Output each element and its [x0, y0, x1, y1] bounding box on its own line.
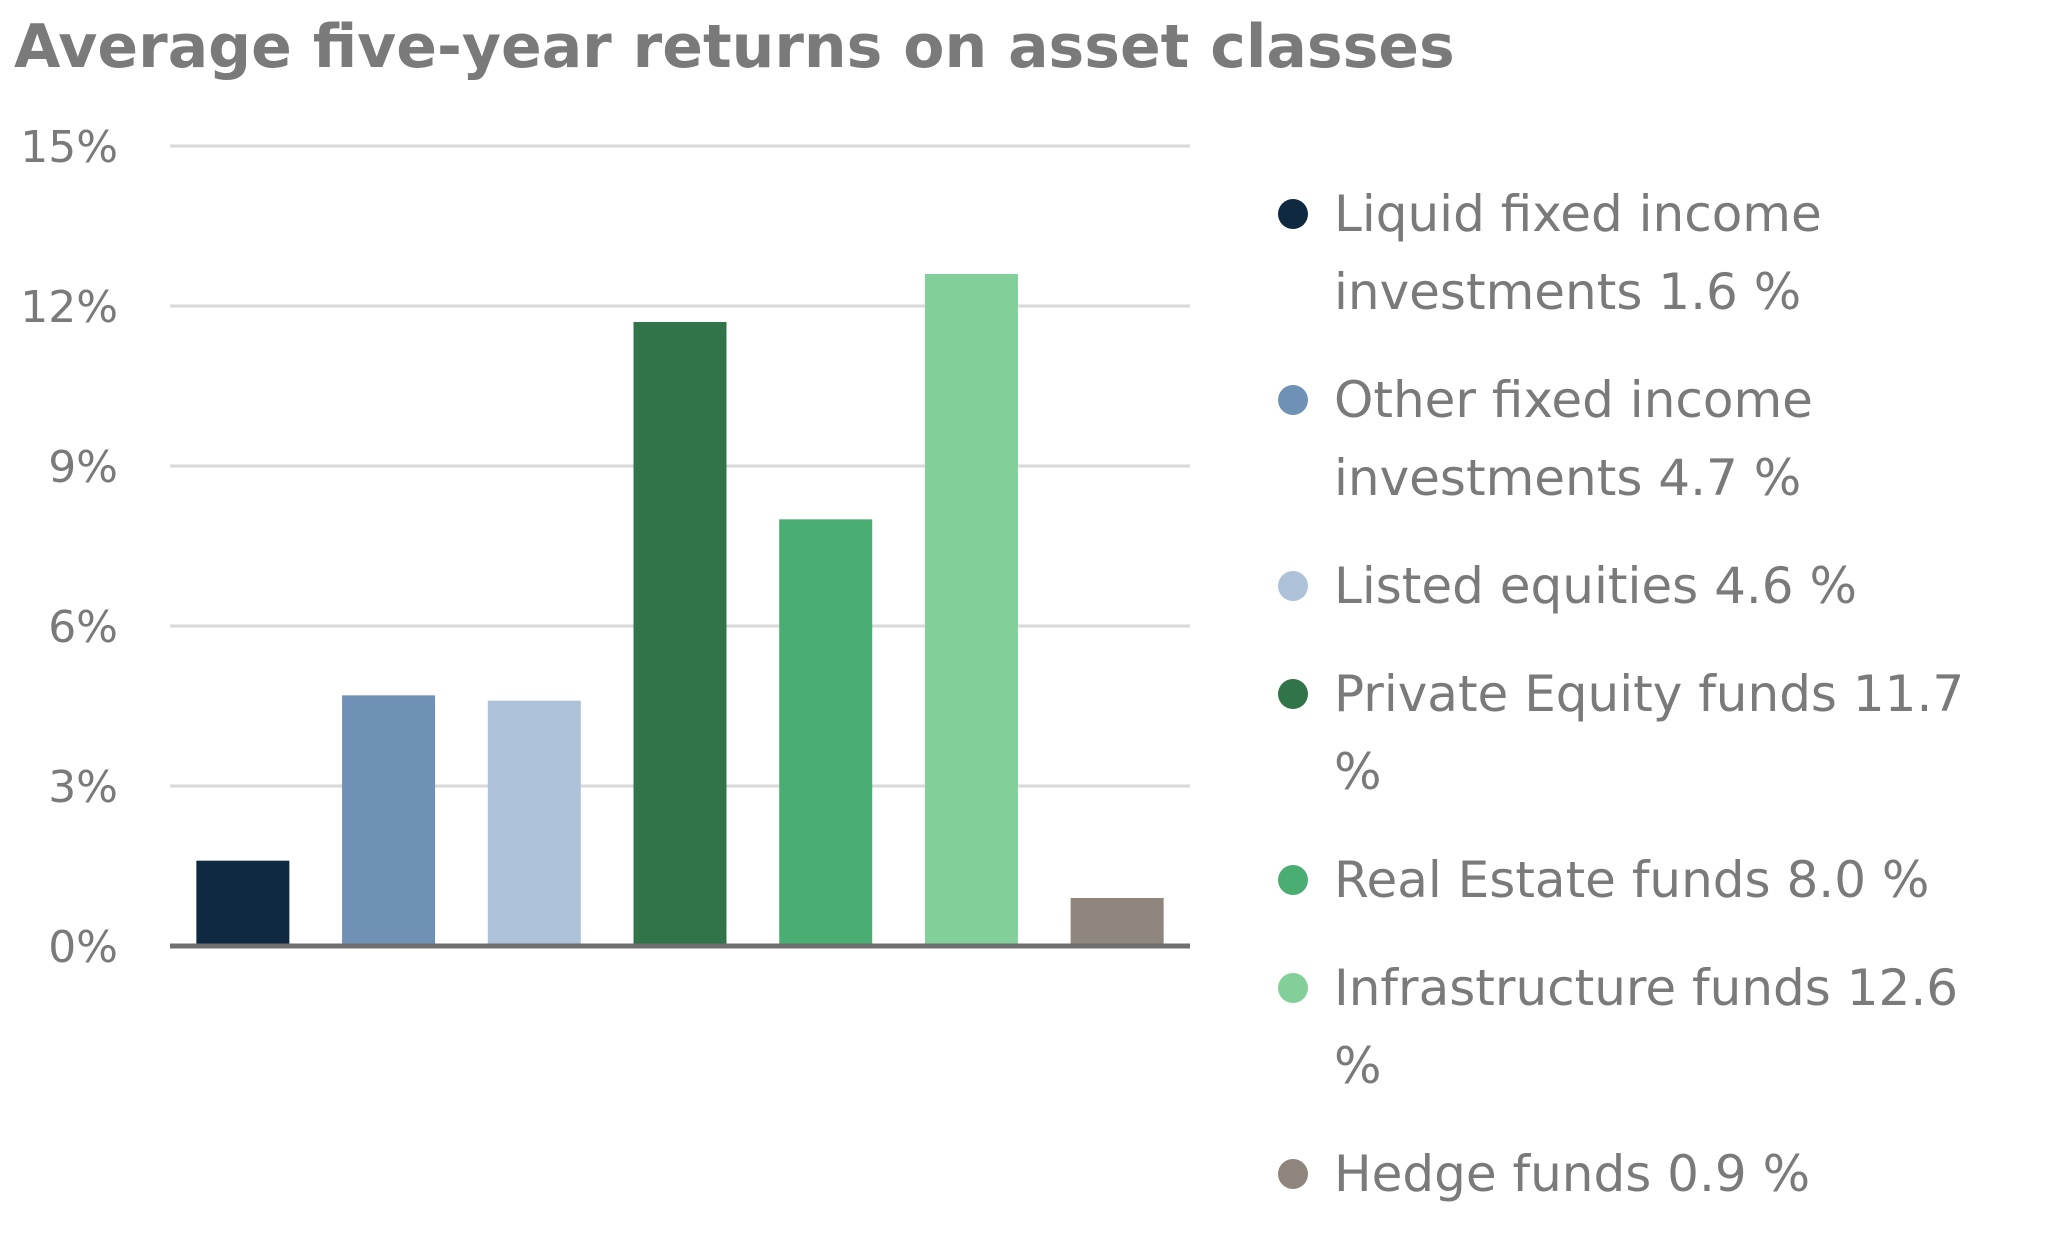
bar	[196, 860, 290, 946]
legend-item: Real Estate funds 8.0 %	[1270, 841, 2030, 919]
y-tick-label: 6%	[48, 602, 118, 653]
legend-item: Liquid fixed income investments 1.6 %	[1270, 175, 2030, 331]
legend-item: Infrastructure funds 12.6 %	[1270, 949, 2030, 1105]
y-tick-label: 12%	[20, 282, 118, 333]
legend-label: Private Equity funds 11.7 %	[1334, 665, 1965, 801]
legend-swatch	[1278, 679, 1308, 709]
legend: Liquid fixed income investments 1.6 % Oth…	[1270, 175, 2030, 1243]
legend-label: Other fixed income investments 4.7 %	[1334, 371, 1813, 507]
y-tick-label: 15%	[20, 122, 118, 173]
legend-item: Private Equity funds 11.7 %	[1270, 655, 2030, 811]
legend-item: Hedge funds 0.9 %	[1270, 1135, 2030, 1213]
legend-swatch	[1278, 865, 1308, 895]
legend-swatch	[1278, 571, 1308, 601]
bar	[487, 700, 581, 946]
y-tick-label: 3%	[48, 762, 118, 813]
bars	[196, 274, 1164, 946]
bar	[342, 695, 436, 946]
legend-swatch	[1278, 973, 1308, 1003]
bar	[924, 274, 1018, 946]
legend-item: Other fixed income investments 4.7 %	[1270, 361, 2030, 517]
legend-label: Infrastructure funds 12.6 %	[1334, 959, 1959, 1095]
bar-chart: 0% 3% 6% 9% 12% 15%	[20, 122, 1190, 970]
bar	[1070, 898, 1164, 946]
y-tick-label: 9%	[48, 442, 118, 493]
legend-item: Listed equities 4.6 %	[1270, 547, 2030, 625]
legend-label: Liquid fixed income investments 1.6 %	[1334, 185, 1822, 321]
y-axis-tick-labels: 0% 3% 6% 9% 12% 15%	[20, 122, 118, 970]
chart-title: Average five-year returns on asset class…	[14, 12, 1455, 82]
legend-label: Real Estate funds 8.0 %	[1334, 851, 1930, 909]
legend-swatch	[1278, 199, 1308, 229]
y-tick-label: 0%	[48, 922, 118, 970]
legend-swatch	[1278, 1159, 1308, 1189]
bar	[633, 322, 727, 946]
legend-label: Listed equities 4.6 %	[1334, 557, 1857, 615]
bar	[779, 519, 873, 946]
legend-swatch	[1278, 385, 1308, 415]
legend-label: Hedge funds 0.9 %	[1334, 1145, 1811, 1203]
